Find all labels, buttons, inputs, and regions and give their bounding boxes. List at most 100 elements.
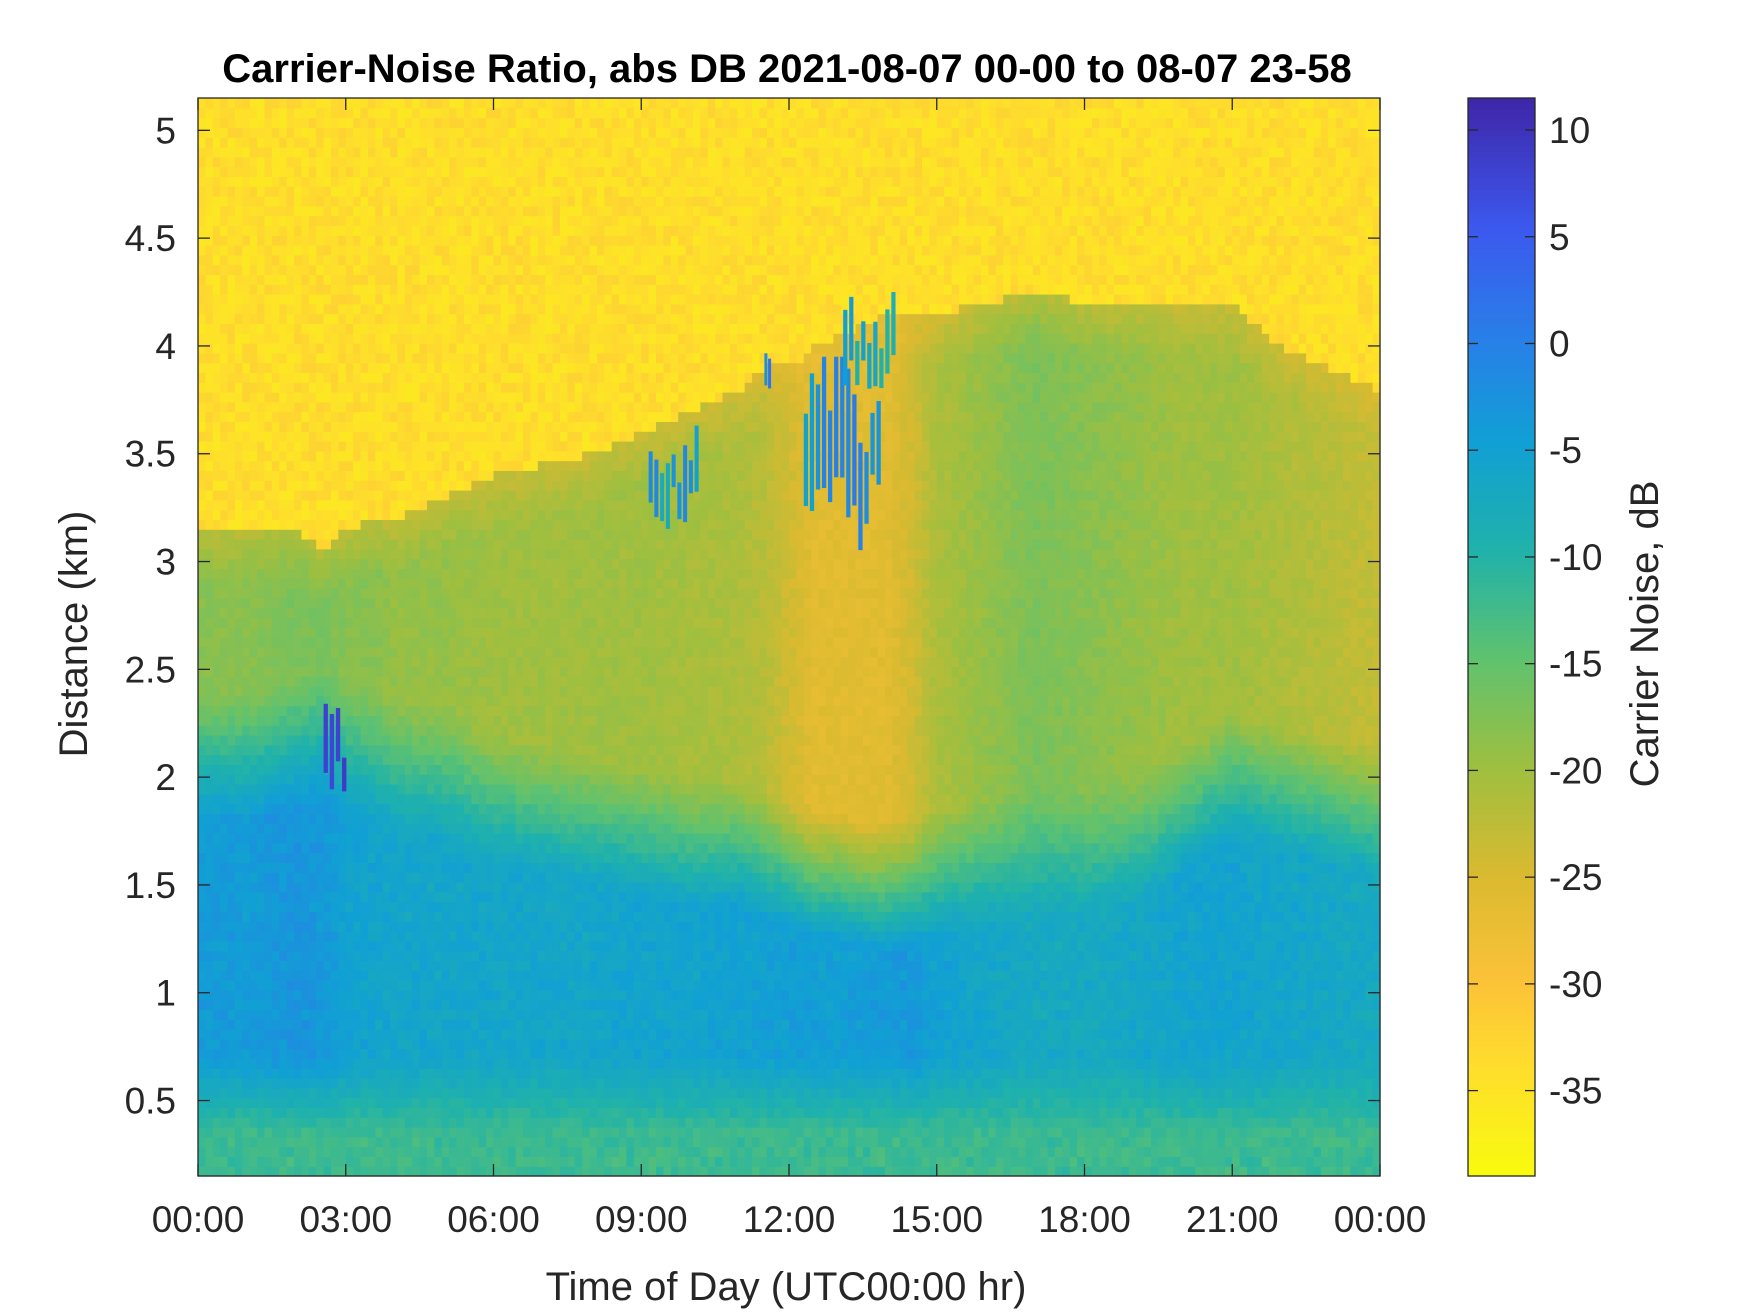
heatmap-cell [271, 862, 280, 873]
heatmap-cell [308, 137, 317, 148]
heatmap-cell [375, 931, 384, 942]
heatmap-cell [323, 205, 332, 217]
heatmap-cell [441, 558, 450, 569]
heatmap-cell [360, 401, 369, 413]
heatmap-cell [390, 401, 399, 413]
heatmap-cell [205, 107, 214, 119]
heatmap-cell [441, 431, 450, 442]
heatmap-cell [478, 1136, 487, 1148]
heatmap-cell [412, 627, 421, 638]
heatmap-cell [249, 1166, 258, 1177]
heatmap-cell [301, 1038, 310, 1050]
heatmap-cell [390, 931, 399, 942]
heatmap-cell [220, 548, 229, 560]
heatmap-cell [500, 754, 509, 765]
heatmap-cell [404, 215, 413, 226]
heatmap-cell [486, 999, 495, 1010]
heatmap-cell [456, 931, 465, 942]
heatmap-cell [353, 823, 362, 834]
heatmap-cell [382, 127, 391, 138]
heatmap-cell [345, 117, 354, 128]
heatmap-cell [345, 715, 354, 726]
heatmap-cell [508, 196, 517, 207]
heatmap-cell [493, 842, 502, 854]
heatmap-cell [427, 862, 435, 873]
heatmap-cell [271, 931, 280, 942]
heatmap-cell [286, 313, 295, 324]
heatmap-cell [323, 529, 332, 540]
heatmap-cell [434, 637, 443, 648]
heatmap-cell [286, 999, 295, 1010]
heatmap-cell [308, 588, 317, 599]
heatmap-cell [471, 352, 480, 364]
heatmap-cell [323, 137, 332, 148]
heatmap-cell [330, 666, 339, 677]
heatmap-cell [234, 980, 243, 991]
heatmap-cell [257, 676, 266, 687]
heatmap-cell [338, 921, 347, 932]
heatmap-cell [463, 627, 472, 638]
heatmap-cell [500, 235, 509, 246]
heatmap-cell [205, 607, 214, 618]
heatmap-cell [323, 803, 332, 814]
heatmap-cell [330, 1048, 339, 1059]
heatmap-cell [198, 970, 206, 981]
heatmap-cell [456, 117, 465, 128]
heatmap-cell [323, 970, 332, 981]
heatmap-cell [508, 343, 517, 354]
heatmap-cell [449, 970, 458, 981]
heatmap-cell [456, 578, 465, 589]
heatmap-cell [330, 617, 339, 628]
heatmap-cell [286, 774, 295, 785]
heatmap-cell [375, 441, 384, 452]
heatmap-cell [523, 1107, 532, 1118]
heatmap-cell [205, 950, 214, 961]
heatmap-cell [330, 127, 339, 138]
heatmap-cell [390, 813, 399, 824]
heatmap-cell [257, 274, 266, 285]
heatmap-cell [390, 646, 399, 658]
heatmap-cell [390, 627, 399, 638]
heatmap-cell [523, 480, 532, 491]
heatmap-cell [449, 764, 458, 775]
heatmap-cell [523, 813, 532, 824]
heatmap-cell [478, 421, 487, 432]
heatmap-cell [227, 686, 236, 697]
heatmap-cell [382, 784, 391, 795]
heatmap-cell [523, 931, 532, 942]
heatmap-cell [323, 891, 332, 903]
heatmap-cell [323, 254, 332, 266]
heatmap-cell [345, 1048, 354, 1059]
heatmap-cell [271, 686, 280, 697]
heatmap-cell [242, 1009, 251, 1020]
heatmap-cell [286, 607, 295, 618]
heatmap-cell [375, 166, 384, 177]
heatmap-cell [412, 774, 421, 785]
heatmap-cell [234, 313, 243, 324]
heatmap-cell [412, 950, 421, 961]
heatmap-cell [523, 127, 532, 138]
heatmap-cell [301, 254, 310, 266]
heatmap-cell [463, 1068, 472, 1079]
heatmap-cell [427, 127, 435, 138]
heatmap-cell [198, 509, 206, 520]
heatmap-cell [412, 568, 421, 579]
heatmap-cell [419, 274, 428, 285]
heatmap-cell [330, 1097, 339, 1108]
heatmap-cell [198, 421, 206, 432]
heatmap-cell [434, 343, 443, 354]
heatmap-cell [249, 372, 258, 383]
heatmap-cell [286, 705, 295, 716]
heatmap-cell [316, 431, 325, 442]
heatmap-cell [271, 156, 280, 168]
heatmap-cell [301, 558, 310, 569]
heatmap-cell [419, 235, 428, 246]
heatmap-cell [345, 196, 354, 207]
heatmap-cell [323, 911, 332, 922]
heatmap-cell [294, 627, 303, 638]
heatmap-cell [316, 656, 325, 667]
heatmap-cell [441, 911, 450, 922]
heatmap-cell [412, 411, 421, 422]
heatmap-cell [271, 245, 280, 256]
heatmap-cell [493, 1009, 502, 1020]
